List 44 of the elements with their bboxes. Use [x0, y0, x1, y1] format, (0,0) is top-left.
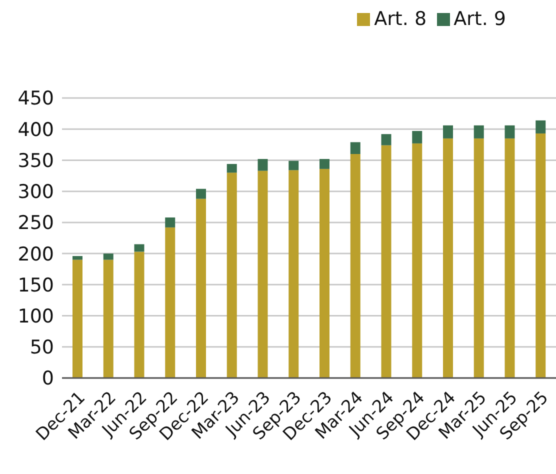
bar	[350, 154, 360, 378]
y-tick-label: 0	[42, 368, 54, 390]
bar	[288, 160, 299, 170]
bar	[258, 170, 268, 378]
bar	[226, 164, 237, 173]
bar	[226, 172, 237, 378]
legend-label: Art. 9	[454, 8, 506, 30]
bar	[381, 145, 392, 378]
bar	[412, 143, 422, 378]
bar	[196, 188, 206, 199]
y-tick-label: 350	[18, 150, 54, 172]
bar	[288, 170, 299, 378]
bar	[165, 227, 176, 378]
y-tick-label: 300	[18, 181, 54, 204]
bar	[103, 254, 114, 260]
bar	[412, 130, 422, 144]
bar	[381, 134, 392, 146]
bar	[134, 244, 144, 252]
bar	[320, 168, 330, 378]
y-tick-label: 250	[18, 212, 54, 234]
y-tick-label: 450	[18, 88, 54, 110]
bar	[320, 158, 330, 169]
y-tick-label: 50	[30, 336, 54, 359]
bar	[350, 142, 360, 154]
bar	[443, 138, 453, 378]
y-tick-label: 200	[18, 243, 54, 266]
bar	[474, 138, 484, 378]
bar	[258, 158, 268, 171]
y-tick-label: 150	[18, 274, 54, 296]
bar	[72, 256, 82, 260]
bar	[536, 120, 546, 134]
bar	[72, 260, 82, 378]
legend-label: Art. 8	[374, 8, 427, 30]
bar	[134, 252, 144, 378]
y-tick-label: 400	[18, 118, 54, 141]
bar	[196, 198, 206, 378]
bar	[443, 125, 453, 138]
bar	[504, 125, 515, 138]
bar	[504, 138, 515, 378]
bar	[103, 260, 114, 378]
bar	[474, 125, 484, 138]
bar	[165, 217, 176, 228]
y-tick-label: 100	[18, 306, 54, 328]
bar	[536, 133, 546, 378]
